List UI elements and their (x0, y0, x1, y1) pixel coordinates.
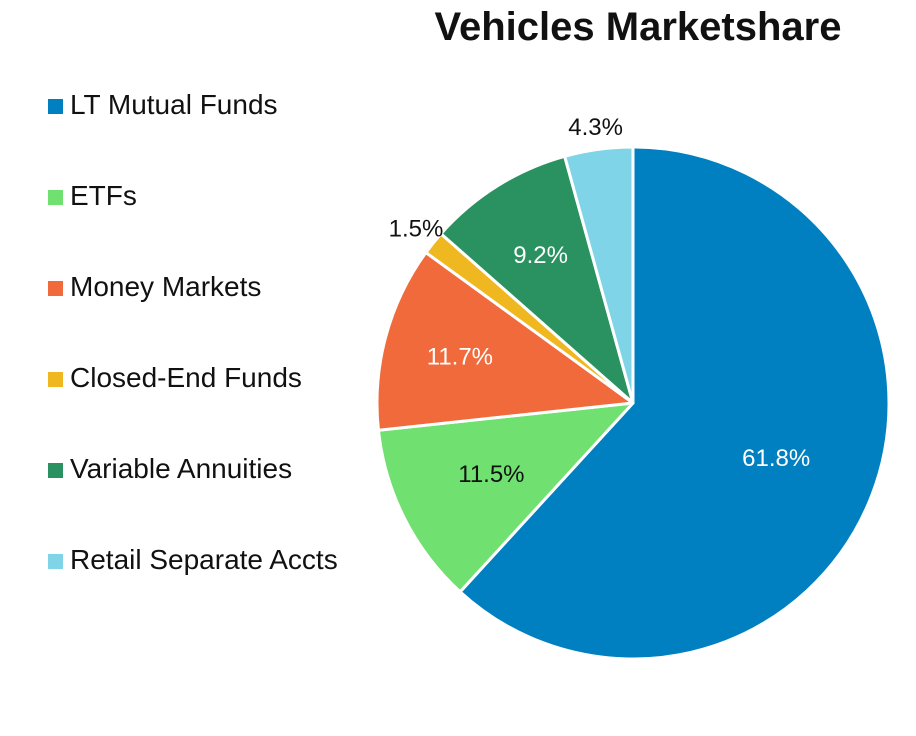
legend-item-etfs: ETFs (48, 179, 368, 270)
pie-slice-variable-annuities (439, 154, 635, 405)
legend-label-retail-separate-accts: Retail Separate Accts (70, 544, 338, 575)
legend-label-money-markets: Money Markets (70, 271, 262, 302)
data-label-lt-mutual-funds: 61.8% (742, 445, 810, 472)
legend-swatch-money-markets (48, 281, 63, 296)
legend-swatch-lt-mutual-funds (48, 99, 63, 114)
chart-legend: LT Mutual Funds ETFs Money Markets Close… (48, 88, 368, 634)
legend-label-closed-end-funds: Closed-End Funds (70, 362, 302, 393)
pie-slices (375, 145, 891, 661)
legend-label-variable-annuities: Variable Annuities (70, 453, 293, 484)
legend-swatch-etfs (48, 190, 63, 205)
legend-item-closed-end-funds: Closed-End Funds (48, 361, 368, 452)
legend-item-lt-mutual-funds: LT Mutual Funds (48, 88, 368, 179)
legend-label-lt-mutual-funds: LT Mutual Funds (70, 89, 278, 120)
data-label-etfs: 11.5% (458, 461, 524, 488)
data-label-variable-annuities: 9.2% (513, 242, 568, 269)
pie-slice-lt-mutual-funds (458, 145, 891, 661)
pie-slice-retail-separate-accts (563, 145, 635, 405)
data-label-retail-separate-accts: 4.3% (568, 114, 623, 141)
legend-label-etfs: ETFs (70, 180, 137, 211)
pie-slice-etfs (376, 401, 635, 594)
legend-item-retail-separate-accts: Retail Separate Accts (48, 543, 368, 634)
legend-item-money-markets: Money Markets (48, 270, 368, 361)
legend-swatch-closed-end-funds (48, 372, 63, 387)
chart-title: Vehicles Marketshare (434, 5, 842, 49)
pie-slice-money-markets (375, 251, 635, 432)
data-label-closed-end-funds: 1.5% (389, 216, 444, 243)
pie-data-labels: 61.8% 11.5% 11.7% 1.5% 9.2% 4.3% (389, 114, 811, 488)
legend-swatch-variable-annuities (48, 463, 63, 478)
legend-swatch-retail-separate-accts (48, 554, 63, 569)
legend-item-variable-annuities: Variable Annuities (48, 452, 368, 543)
data-label-money-markets: 11.7% (427, 343, 493, 370)
